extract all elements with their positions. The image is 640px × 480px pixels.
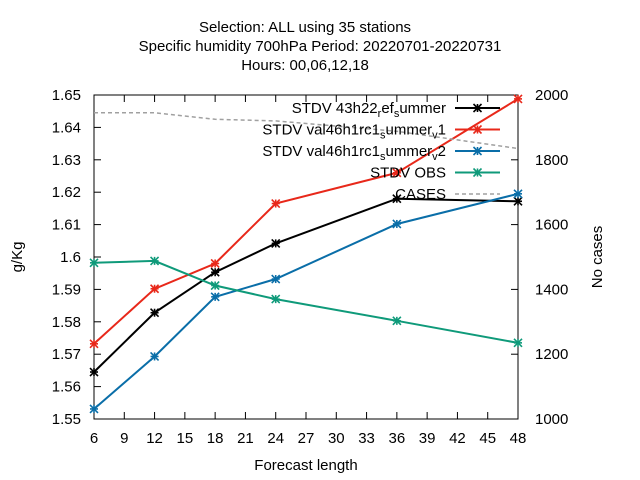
data-point xyxy=(89,339,99,349)
y-tick-label: 1.55 xyxy=(52,411,81,428)
data-point xyxy=(271,294,281,304)
series-line xyxy=(93,192,519,410)
x-tick-label: 27 xyxy=(298,430,315,447)
y-tick-label: 1.61 xyxy=(52,217,81,234)
y-tick-label: 1.59 xyxy=(52,281,81,298)
data-point xyxy=(89,404,99,414)
y-tick-label: 1.63 xyxy=(52,152,81,169)
x-tick-label: 36 xyxy=(389,430,406,447)
y-tick-label: 1.65 xyxy=(52,87,81,104)
data-point xyxy=(513,196,523,206)
series-4 xyxy=(94,112,519,150)
y-tick-label: 1.57 xyxy=(52,346,81,363)
series-2 xyxy=(89,189,523,414)
series-1 xyxy=(89,94,523,349)
y2-tick-label: 2000 xyxy=(535,87,568,104)
y-tick-label: 1.56 xyxy=(52,379,81,396)
data-point xyxy=(210,280,220,291)
data-point xyxy=(271,238,281,248)
x-tick-label: 12 xyxy=(146,430,163,447)
y2-tick-label: 1200 xyxy=(535,346,568,363)
data-point xyxy=(392,168,402,178)
data-point xyxy=(210,292,220,302)
y-tick-label: 1.58 xyxy=(52,314,81,331)
legend-label: STDV val46h1rc1summerv1 xyxy=(262,122,446,142)
y2-tick-label: 1600 xyxy=(535,217,568,234)
y2-tick-label: 1800 xyxy=(535,152,568,169)
data-point xyxy=(150,351,160,362)
y-axis-left: 1.55 1.56 1.57 1.58 1.59 1.6 1.61 1.62 1.63 1.64 1… xyxy=(52,87,101,428)
x-axis-label: Forecast length xyxy=(254,457,357,474)
legend-label: STDV val46h1rc1summerv2 xyxy=(262,143,446,163)
y-axis-right: 1000 1200 1400 1600 1800 2000 xyxy=(511,87,568,428)
data-point xyxy=(150,256,160,266)
series-0 xyxy=(89,194,523,377)
series-line xyxy=(93,98,519,345)
legend-marker xyxy=(472,146,483,156)
x-tick-label: 48 xyxy=(510,430,527,447)
data-point xyxy=(89,367,99,377)
legend-label: STDV 43h22refsummer xyxy=(292,100,446,120)
legend-marker xyxy=(472,167,483,178)
data-point xyxy=(392,219,402,229)
legend-label: STDV OBS xyxy=(370,165,446,182)
x-tick-label: 9 xyxy=(120,430,128,447)
y-tick-label: 1.62 xyxy=(52,184,81,201)
x-tick-label: 18 xyxy=(207,430,224,447)
data-point xyxy=(513,94,523,104)
data-point xyxy=(513,338,523,348)
x-tick-label: 24 xyxy=(267,430,284,447)
data-point xyxy=(150,308,160,318)
chart-title-line-3: Hours: 00,06,12,18 xyxy=(241,57,369,74)
x-tick-label: 39 xyxy=(419,430,436,447)
data-point xyxy=(271,274,281,284)
x-tick-label: 33 xyxy=(358,430,375,447)
y2-axis-label: No cases xyxy=(589,226,606,289)
series-layer xyxy=(89,94,523,414)
data-point xyxy=(210,258,220,269)
x-axis: 6 9 12 15 18 21 24 27 30 33 36 39 42 45 48 xyxy=(90,95,527,447)
chart-title-line-1: Selection: ALL using 35 stations xyxy=(199,19,411,36)
y2-tick-label: 1000 xyxy=(535,411,568,428)
data-point xyxy=(392,194,402,204)
data-point xyxy=(392,316,402,326)
x-tick-label: 15 xyxy=(177,430,194,447)
series-3 xyxy=(89,256,523,348)
legend-marker xyxy=(472,124,483,135)
x-tick-label: 30 xyxy=(328,430,345,447)
series-line xyxy=(94,112,519,150)
y-tick-label: 1.64 xyxy=(52,119,81,136)
data-point xyxy=(513,189,523,199)
chart-title-line-2: Specific humidity 700hPa Period: 2022070… xyxy=(139,38,502,55)
y2-tick-label: 1400 xyxy=(535,281,568,298)
data-point xyxy=(210,267,220,277)
legend-label: CASES xyxy=(395,186,446,203)
x-tick-label: 21 xyxy=(237,430,254,447)
data-point xyxy=(150,284,160,294)
y-axis-label: g/Kg xyxy=(9,242,26,273)
x-tick-label: 45 xyxy=(479,430,496,447)
data-point xyxy=(271,198,281,209)
y-tick-label: 1.6 xyxy=(60,249,81,266)
legend-marker xyxy=(472,103,483,113)
series-line xyxy=(93,259,519,344)
data-point xyxy=(89,258,99,268)
series-line xyxy=(93,197,519,373)
x-tick-label: 42 xyxy=(449,430,466,447)
x-tick-label: 6 xyxy=(90,430,98,447)
